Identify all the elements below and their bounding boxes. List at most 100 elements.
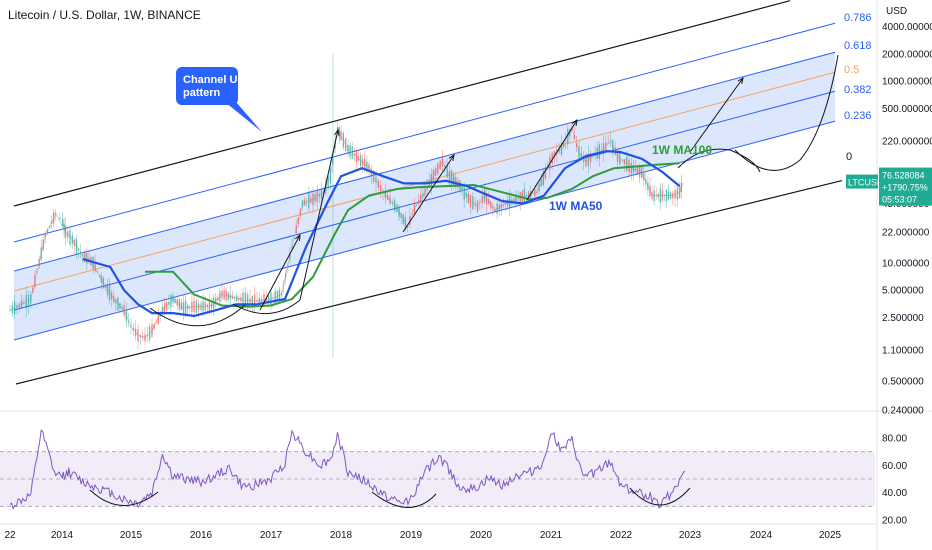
candle-body <box>312 193 314 206</box>
candle-body <box>653 190 655 201</box>
ma50-line <box>82 149 681 318</box>
candle-body <box>130 325 132 327</box>
price-tag-value: 76.528084 <box>882 171 925 181</box>
candle-body <box>310 197 312 203</box>
candle-body <box>137 328 139 342</box>
candle-body <box>170 295 172 308</box>
arrow-2021-head <box>571 118 578 127</box>
candle-body <box>242 292 244 308</box>
candle-body <box>113 296 115 302</box>
candle-body <box>612 139 614 153</box>
candle-body <box>148 326 151 340</box>
candle-body <box>108 285 111 301</box>
candle-body <box>472 196 474 210</box>
fib-label: 0.786 <box>844 12 872 24</box>
price-pane[interactable] <box>9 0 843 385</box>
arrow-2017-head <box>334 128 340 136</box>
candle-body <box>34 274 36 288</box>
candle-body <box>13 301 16 315</box>
candle-body <box>553 151 556 156</box>
candle-body <box>82 255 84 257</box>
candle-body <box>386 194 389 200</box>
rsi-arc-2022 <box>629 487 691 506</box>
price-tag-bg <box>879 167 932 206</box>
candle-body <box>174 298 176 304</box>
candle-body <box>55 213 57 215</box>
candle-body <box>236 295 238 302</box>
time-tick-label: 2014 <box>51 530 74 541</box>
candle-body <box>418 199 420 204</box>
candle-body <box>560 142 563 155</box>
candle-body <box>420 194 422 203</box>
candle-body <box>488 199 490 204</box>
candle-body <box>212 297 215 309</box>
candle-body <box>46 229 49 234</box>
candle-body <box>651 192 653 199</box>
candle-body <box>569 129 571 137</box>
candle-body <box>474 203 476 206</box>
candle-body <box>249 298 251 303</box>
candle-body <box>30 294 32 304</box>
rsi-pane[interactable] <box>0 429 875 510</box>
candle-body <box>513 198 515 202</box>
callout-line: Channel Up <box>183 74 244 86</box>
candle-body <box>267 295 270 304</box>
candle-body <box>200 303 202 310</box>
callout-bubble: Channel Up pattern <box>176 67 262 132</box>
candle-body <box>318 193 320 197</box>
accumulation-arc-1 <box>149 304 246 327</box>
candle-body <box>244 292 247 308</box>
candle-body <box>134 328 137 337</box>
candle-body <box>540 179 542 187</box>
candle-body <box>176 299 178 306</box>
price-tick-label: 1000.000000 <box>882 77 932 88</box>
price-tick-label: 10.000000 <box>882 258 930 269</box>
callout-tail <box>225 102 262 132</box>
candle-body <box>567 129 569 145</box>
ma50-label: 1W MA50 <box>549 199 603 213</box>
candle-body <box>189 307 191 308</box>
candle-body <box>75 238 78 254</box>
candle-body <box>578 146 580 161</box>
candle-body <box>357 156 360 161</box>
candle-body <box>463 184 465 200</box>
candle-body <box>69 229 71 245</box>
candle-body <box>106 283 109 296</box>
candle-body <box>146 334 149 337</box>
rsi-tick-label: 40.00 <box>882 488 907 499</box>
rsi-tick-label: 60.00 <box>882 461 907 472</box>
candle-body <box>104 284 107 288</box>
candle-body <box>661 190 664 201</box>
candle-body <box>128 321 130 322</box>
annotation-layer: 0.786 0.618 0.5 0.382 0.236 0 Channel Up patter… <box>176 12 872 213</box>
candle-body <box>299 208 302 216</box>
candle-body <box>67 231 69 238</box>
candle-body <box>355 150 358 163</box>
candle-body <box>398 206 400 217</box>
rsi-group <box>0 429 875 510</box>
candle-body <box>641 166 643 178</box>
candles <box>9 53 683 358</box>
candle-body <box>219 291 221 302</box>
candle-body <box>406 226 409 228</box>
candle-body <box>396 204 398 212</box>
candle-body <box>476 200 479 212</box>
candle-body <box>295 225 297 234</box>
price-tick-label: 500.000000 <box>882 104 932 115</box>
candle-body <box>340 131 342 141</box>
projection-arc-bottom <box>734 54 839 171</box>
accumulation-arc-2 <box>232 299 301 315</box>
candle-body <box>630 162 633 174</box>
candle-body <box>353 153 355 156</box>
candle-body <box>342 132 345 148</box>
candle-body <box>481 195 483 203</box>
fib-line-0.236 <box>13 120 836 341</box>
candle-body <box>23 302 25 304</box>
candle-body <box>64 225 67 238</box>
candle-body <box>602 143 605 155</box>
candle-body <box>161 306 164 315</box>
candle-body <box>351 146 353 159</box>
candle-body <box>453 174 455 186</box>
candle-body <box>117 297 119 310</box>
